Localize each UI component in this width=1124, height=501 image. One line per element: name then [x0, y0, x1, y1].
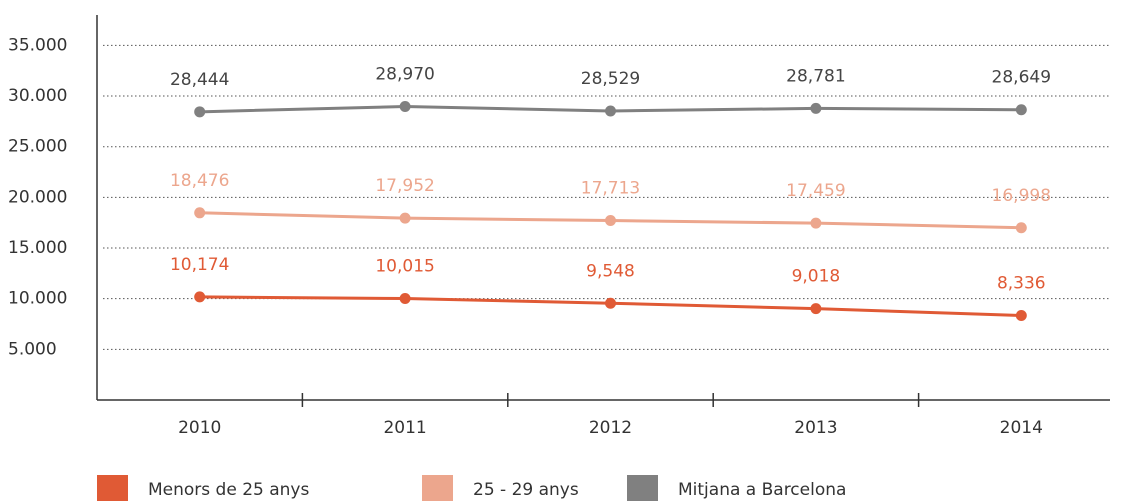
point	[810, 303, 822, 315]
point	[399, 100, 411, 112]
data-label: 8,336	[997, 274, 1046, 294]
data-label: 9,018	[792, 267, 841, 287]
legend-swatch	[422, 475, 453, 501]
data-label: 9,548	[586, 261, 635, 281]
data-label: 10,174	[170, 255, 229, 275]
point	[194, 291, 206, 303]
x-tick-label: 2011	[383, 418, 426, 438]
point	[605, 105, 616, 117]
legend-swatch	[97, 475, 128, 501]
point	[399, 293, 411, 305]
x-tick-label: 2012	[589, 418, 632, 438]
y-tick-label: 5.000	[8, 339, 57, 359]
y-tick-label: 20.000	[8, 187, 67, 207]
point	[194, 106, 206, 118]
point	[605, 215, 616, 227]
data-label: 16,998	[992, 186, 1051, 206]
y-tick-label: 30.000	[8, 86, 67, 106]
x-tick-label: 2013	[794, 418, 837, 438]
data-label: 28,444	[170, 70, 229, 90]
point	[1015, 104, 1027, 116]
point	[1015, 310, 1027, 322]
data-label: 17,952	[375, 176, 434, 196]
data-label: 28,529	[581, 69, 640, 89]
y-tick-label: 10.000	[8, 289, 67, 309]
point	[810, 102, 822, 114]
data-label: 17,459	[786, 181, 845, 201]
data-label: 18,476	[170, 171, 229, 191]
point	[810, 217, 822, 229]
data-label: 28,649	[992, 68, 1051, 88]
data-label: 10,015	[375, 257, 434, 277]
legend-label: Menors de 25 anys	[148, 480, 309, 500]
data-label: 28,781	[786, 66, 845, 86]
point	[194, 207, 206, 219]
legend-label: Mitjana a Barcelona	[678, 480, 846, 500]
point	[1015, 222, 1027, 234]
x-tick-label: 2014	[1000, 418, 1043, 438]
point	[399, 212, 411, 224]
y-tick-label: 25.000	[8, 137, 67, 157]
legend-swatch	[627, 475, 658, 501]
legend-label: 25 - 29 anys	[473, 480, 579, 500]
data-label: 28,970	[375, 64, 434, 84]
y-tick-label: 35.000	[8, 35, 67, 55]
point	[605, 297, 616, 309]
x-tick-label: 2010	[178, 418, 221, 438]
y-tick-label: 15.000	[8, 238, 67, 258]
data-label: 17,713	[581, 179, 640, 199]
